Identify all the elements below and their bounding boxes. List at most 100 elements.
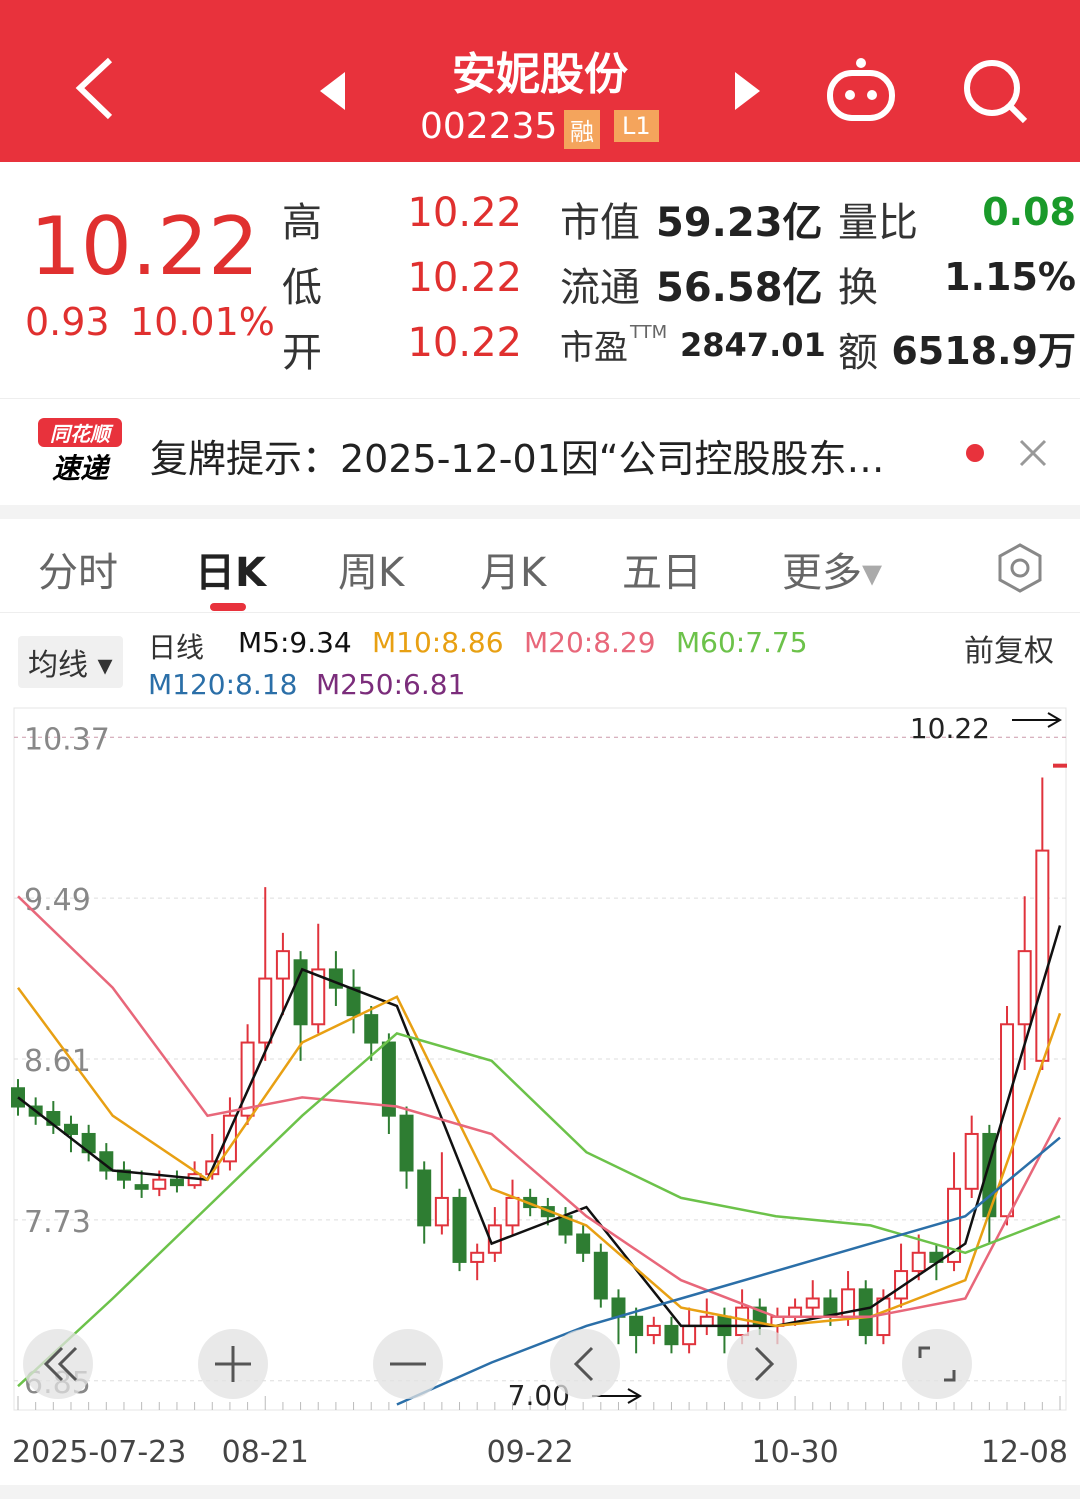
stat-label: 市盈 [560, 328, 628, 368]
candle-body [1035, 849, 1050, 1062]
logo-bottom: 速递 [51, 452, 108, 485]
notice-text[interactable]: 复牌提示：2025-12-01因“公司控股股东… [150, 437, 885, 481]
tab[interactable]: 周K [338, 550, 405, 596]
quote-value: 10.22 [407, 190, 522, 236]
change-pct: 10.01% [130, 300, 275, 344]
adjust[interactable]: 前复权 [964, 634, 1054, 669]
candle-body [805, 1297, 820, 1309]
candle-body [452, 1196, 467, 1263]
change: 0.93 [25, 300, 110, 344]
search-icon[interactable] [962, 58, 1032, 128]
candle-body [364, 1014, 379, 1044]
logo: 同花顺 速递 [38, 418, 122, 486]
candle-body [381, 1041, 396, 1117]
candle-body [63, 1123, 78, 1135]
tab[interactable]: 分时 [38, 550, 118, 596]
legend-entry: M10:8.86 [372, 626, 504, 659]
logo-top: 同花顺 [38, 418, 122, 447]
candle-body [293, 959, 308, 1026]
next-stock[interactable] [735, 72, 765, 112]
plot-frame [13, 707, 1067, 1411]
stat-value: 1.15% [944, 255, 1076, 299]
stat-sup: TTM [630, 322, 668, 343]
zoom-control[interactable] [198, 1329, 268, 1399]
zoom-control[interactable] [23, 1329, 93, 1399]
badge: L1 [614, 110, 659, 142]
quote-label: 开 [282, 330, 322, 376]
quote-value: 10.22 [407, 255, 522, 301]
candle-body [876, 1297, 891, 1337]
y-tick-label: 8.61 [24, 1044, 91, 1079]
quote-label: 高 [282, 200, 322, 246]
button-bg [550, 1329, 620, 1399]
zoom-control[interactable] [550, 1329, 620, 1399]
button-icon [215, 1346, 251, 1382]
x-tick-label: 10-30 [751, 1435, 838, 1470]
header: 安妮股份 002235 融 L1 [0, 0, 1080, 162]
ma-line [17, 895, 1062, 1319]
badge: 融 [564, 110, 600, 149]
legend-entry: M60:7.75 [676, 626, 808, 659]
stat-value: 6518.9万 [891, 329, 1076, 373]
candle-body [1053, 763, 1067, 768]
candle-body [629, 1315, 644, 1337]
robot-icon[interactable] [825, 55, 900, 125]
button-icon [573, 1346, 594, 1382]
stock-code: 002235 [420, 106, 558, 147]
stat-label: 市值 [560, 200, 640, 246]
ma-label: 均线 [28, 648, 88, 683]
stat-value: 2847.01 [680, 326, 826, 364]
candle-body [169, 1178, 184, 1187]
stat-label: 额 [838, 330, 878, 376]
close-icon[interactable] [1018, 438, 1048, 468]
button-bg [727, 1329, 797, 1399]
candle-body [576, 1233, 591, 1254]
stat-value: 56.58亿 [656, 265, 823, 311]
candle-body [964, 1132, 979, 1190]
tab[interactable]: 月K [480, 550, 547, 596]
prev-stock[interactable] [320, 72, 350, 112]
tab-indicator [210, 603, 246, 611]
tab[interactable]: 五日 [622, 550, 702, 596]
candle-body [947, 1187, 962, 1263]
y-tick-label: 10.37 [24, 722, 110, 757]
candle-body [417, 1169, 432, 1227]
candle-body [275, 950, 290, 980]
settings-icon[interactable] [995, 543, 1045, 593]
candle-body [646, 1324, 661, 1337]
arrow [1012, 712, 1062, 728]
zoom-control[interactable] [727, 1329, 797, 1399]
quote-label: 低 [282, 265, 322, 311]
candle-body [858, 1288, 873, 1337]
candle-body [1017, 950, 1032, 1026]
candle-body [152, 1178, 167, 1190]
band [0, 505, 1080, 519]
button-icon [43, 1346, 78, 1382]
zoom-control[interactable] [902, 1329, 972, 1399]
tab[interactable]: 更多▾ [782, 550, 883, 596]
candle-body [911, 1251, 926, 1273]
candle-body [258, 977, 273, 1044]
tab[interactable]: 日K [195, 550, 266, 596]
back-button[interactable] [70, 55, 120, 125]
candle-body [11, 1087, 25, 1108]
zoom-control[interactable] [373, 1329, 443, 1399]
stat-label: 换 [838, 265, 878, 311]
stat-value: 0.08 [982, 190, 1076, 234]
x-tick-label: 2025-07-23 [12, 1435, 186, 1470]
candle-body [699, 1315, 714, 1327]
stat-value: 59.23亿 [656, 200, 823, 246]
candle-body [788, 1306, 803, 1318]
button-icon [918, 1346, 956, 1382]
candle-body [399, 1114, 414, 1172]
divider [0, 612, 1080, 613]
legend-entry: M5:9.34 [238, 626, 352, 659]
line-type: 日线 [148, 631, 205, 664]
ma-button[interactable]: 均线 ▾ [18, 636, 123, 688]
legend-entry: M120:8.18 [148, 668, 298, 701]
arrow [592, 1388, 642, 1404]
candle-body [611, 1297, 626, 1318]
ma-line [16, 986, 1062, 1328]
legend-entry: M250:6.81 [316, 668, 466, 701]
